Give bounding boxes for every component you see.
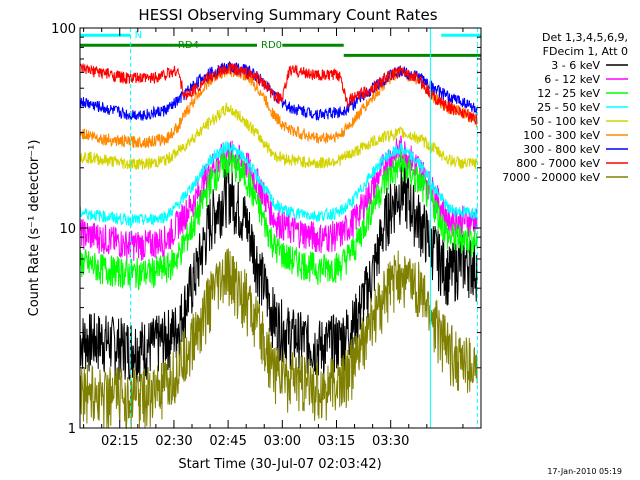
series-800-7000-kev bbox=[79, 62, 478, 126]
timestamp: 17-Jan-2010 05:19 bbox=[547, 467, 622, 476]
series-line bbox=[79, 60, 478, 121]
legend-label: 50 - 100 keV bbox=[530, 115, 600, 128]
series-line bbox=[79, 147, 478, 291]
series-line bbox=[79, 62, 478, 126]
legend-label: 25 - 50 keV bbox=[537, 101, 600, 114]
x-tick-label: 02:30 bbox=[155, 434, 192, 449]
y-axis-ticks: 1 10 100 bbox=[51, 22, 481, 437]
chart-title: HESSI Observing Summary Count Rates bbox=[138, 6, 437, 24]
series-line bbox=[79, 163, 478, 383]
legend-header-line: FDecim 1, Att 0 bbox=[543, 45, 628, 58]
legend-label: 3 - 6 keV bbox=[551, 59, 600, 72]
series-line bbox=[79, 248, 478, 430]
flag-label: N bbox=[135, 30, 142, 41]
series-7000-20000-kev bbox=[79, 248, 478, 430]
x-tick-label: 03:00 bbox=[264, 434, 301, 449]
y-axis-label: Count Rate (s⁻¹ detector⁻¹) bbox=[27, 140, 42, 317]
series-3-6-kev bbox=[79, 163, 478, 383]
legend-label: 300 - 800 keV bbox=[523, 143, 600, 156]
y-tick-label: 100 bbox=[51, 22, 76, 37]
x-axis-label: Start Time (30-Jul-07 02:03:42) bbox=[178, 457, 381, 472]
x-tick-label: 03:15 bbox=[318, 434, 355, 449]
series-300-800-kev bbox=[79, 60, 478, 121]
legend-label: 12 - 25 keV bbox=[537, 87, 600, 100]
legend-label: 6 - 12 keV bbox=[544, 73, 600, 86]
x-tick-label: 02:45 bbox=[209, 434, 246, 449]
legend: Det 1,3,4,5,6,9,FDecim 1, Att 03 - 6 keV… bbox=[502, 31, 628, 184]
series-50-100-kev bbox=[79, 102, 478, 170]
series-25-50-kev bbox=[79, 141, 478, 227]
series-line bbox=[79, 102, 478, 170]
legend-label: 7000 - 20000 keV bbox=[502, 171, 600, 184]
series-line bbox=[79, 63, 478, 149]
legend-label: 100 - 300 keV bbox=[523, 129, 600, 142]
y-tick-label: 1 bbox=[68, 422, 76, 437]
x-tick-label: 03:30 bbox=[372, 434, 409, 449]
series-12-25-kev bbox=[79, 147, 478, 291]
flag-label: RD0 bbox=[261, 40, 282, 51]
series-layer bbox=[79, 60, 478, 430]
x-tick-label: 02:15 bbox=[101, 434, 138, 449]
series-100-300-kev bbox=[79, 63, 478, 149]
series-line bbox=[79, 141, 478, 227]
legend-header-line: Det 1,3,4,5,6,9, bbox=[542, 31, 628, 44]
y-tick-label: 10 bbox=[59, 222, 76, 237]
legend-label: 800 - 7000 keV bbox=[516, 157, 600, 170]
x-axis-ticks: 02:15 02:30 02:45 03:00 03:15 03:30 bbox=[83, 28, 482, 449]
flag-layer: NRD4RD0 bbox=[80, 30, 481, 57]
